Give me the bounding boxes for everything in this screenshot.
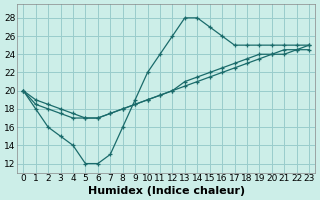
X-axis label: Humidex (Indice chaleur): Humidex (Indice chaleur) <box>88 186 245 196</box>
